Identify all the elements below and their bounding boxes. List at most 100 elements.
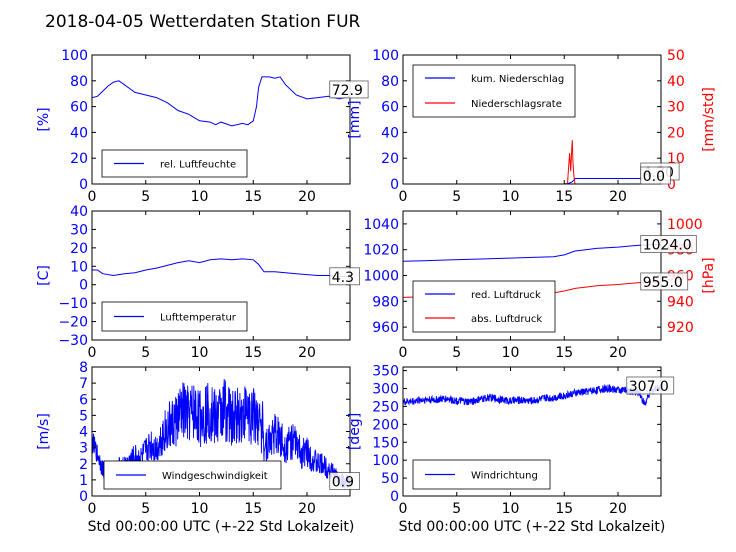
panel-temperature: 0 5 10 15 20 −30 −20 −10 0 10 20 30 40 [C] Lufttempera…	[36, 204, 360, 361]
legend-entry: Niederschlagsrate	[471, 99, 562, 110]
panel-humidity: 0 5 10 15 20 0 20 40 60 80 100 [%] rel. Luftfeuchte 7…	[36, 48, 369, 205]
legend-temperature: Lufttemperatur	[101, 301, 248, 332]
series-line-temperature-0	[92, 258, 350, 278]
x-tick-label: 0	[88, 501, 97, 517]
plot-area-wind-direction	[402, 366, 662, 497]
y2-tick-label: 30	[667, 100, 685, 116]
x-tick-label: 10	[191, 501, 209, 517]
y-tick-label: 1	[79, 473, 88, 489]
y-tick-label: −20	[58, 315, 88, 331]
x-tick-label: 10	[191, 189, 209, 205]
y-tick-label: 1040	[363, 217, 399, 233]
x-tick-label: 15	[555, 189, 573, 205]
legend-wind-speed: Windgeschwindigkeit	[103, 460, 282, 490]
y-tick-label: 300	[372, 382, 399, 398]
x-tick-label: 0	[399, 345, 408, 361]
y2-tick-label: 920	[667, 320, 694, 336]
y2-tick-label: 1000	[667, 217, 703, 233]
series-line-humidity-0	[92, 76, 350, 127]
series-line-wind-speed-0	[92, 378, 350, 490]
series-line-precipitation-1	[403, 140, 661, 184]
x-tick-label: 15	[244, 345, 262, 361]
y-tick-label: 10	[70, 259, 88, 275]
y-tick-label: 3	[79, 441, 88, 457]
x-tick-label: 0	[88, 189, 97, 205]
y-tick-label: 100	[372, 48, 399, 64]
y-tick-label: 50	[381, 471, 399, 487]
x-tick-label: 20	[609, 501, 627, 517]
y-axis-label: [C]	[36, 265, 52, 286]
y-tick-label: 20	[70, 151, 88, 167]
y-tick-label: 40	[381, 125, 399, 141]
y-tick-label: 80	[70, 74, 88, 90]
y-tick-label: 0	[79, 177, 88, 193]
y-tick-label: 960	[372, 320, 399, 336]
y-tick-label: 6	[79, 392, 88, 408]
x-tick-label: 20	[298, 189, 316, 205]
y-tick-label: 350	[372, 364, 399, 380]
series-line-wind-direction-0	[403, 383, 661, 406]
x-tick-label: 5	[141, 345, 150, 361]
y-tick-label: 7	[79, 376, 88, 392]
y-tick-label: 250	[372, 399, 399, 415]
y-axis-label: [deg]	[347, 413, 363, 450]
x-tick-label: 20	[609, 189, 627, 205]
panel-pressure: 0510152096098010001020104092094096098010…	[363, 210, 717, 361]
y-tick-label: −30	[58, 333, 88, 349]
legend-entry: red. Luftdruck	[471, 290, 541, 301]
y2-tick-label: 940	[667, 294, 694, 310]
x-tick-label: 5	[452, 345, 461, 361]
x-tick-label: 0	[88, 345, 97, 361]
series-line-precipitation-0	[403, 178, 661, 184]
y-tick-label: 8	[79, 360, 88, 376]
y-tick-label: 60	[70, 100, 88, 116]
y2-tick-label: 50	[667, 48, 685, 64]
x-tick-label: 20	[609, 345, 627, 361]
legend-humidity: rel. Luftfeuchte	[101, 149, 248, 178]
y2-tick-label: 40	[667, 74, 685, 90]
x-tick-label: 10	[191, 345, 209, 361]
y-tick-label: 40	[70, 204, 88, 220]
x-axis-label: Std 00:00:00 UTC (+-22 Std Lokalzeit)	[399, 519, 666, 535]
svg-text:307.0: 307.0	[629, 379, 669, 395]
y-tick-label: 0	[79, 278, 88, 294]
figure-title: 2018-04-05 Wetterdaten Station FUR	[45, 12, 361, 32]
legend-entry: Windgeschwindigkeit	[162, 471, 268, 482]
svg-text:0.0: 0.0	[643, 169, 665, 185]
x-tick-label: 15	[244, 501, 262, 517]
x-tick-label: 5	[141, 189, 150, 205]
plot-area-precipitation	[402, 54, 662, 185]
value-annotation: 1024.0	[640, 235, 697, 254]
legend-pressure: red. Luftdruck abs. Luftdruck	[412, 280, 556, 333]
x-tick-label: 20	[298, 501, 316, 517]
y-tick-label: 80	[381, 74, 399, 90]
y-axis-label: [mm]	[347, 100, 363, 138]
svg-text:72.9: 72.9	[332, 83, 363, 99]
value-annotation: 0.0	[640, 166, 671, 185]
svg-text:0.9: 0.9	[332, 474, 354, 490]
y2-axis-label: [mm/std]	[701, 87, 717, 152]
y-tick-label: 60	[381, 100, 399, 116]
y-tick-label: 5	[79, 408, 88, 424]
x-tick-label: 5	[452, 501, 461, 517]
x-tick-label: 0	[399, 501, 408, 517]
legend-entry: rel. Luftfeuchte	[160, 160, 236, 171]
y-tick-label: 1000	[363, 269, 399, 285]
y2-axis-label: [hPa]	[701, 257, 717, 293]
x-tick-label: 5	[141, 501, 150, 517]
value-annotation: 0.9	[329, 472, 360, 490]
value-annotation: 307.0	[626, 376, 675, 395]
x-tick-label: 15	[555, 345, 573, 361]
y-tick-label: 0	[390, 489, 399, 505]
legend-precipitation: kum. Niederschlag Niederschlagsrate	[412, 64, 576, 118]
y-tick-label: 40	[70, 125, 88, 141]
y2-tick-label: 20	[667, 125, 685, 141]
legend-wind-direction: Windrichtung	[412, 459, 551, 490]
y-tick-label: 200	[372, 417, 399, 433]
value-annotation: 72.9	[329, 80, 369, 99]
plot-area-humidity	[91, 54, 351, 185]
x-tick-label: 10	[502, 501, 520, 517]
value-annotation: 4.3	[329, 267, 360, 286]
